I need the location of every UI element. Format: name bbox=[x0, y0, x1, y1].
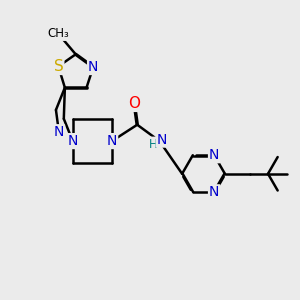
Text: CH₃: CH₃ bbox=[47, 27, 69, 40]
Text: N: N bbox=[54, 125, 64, 139]
Text: S: S bbox=[53, 59, 63, 74]
Text: N: N bbox=[209, 185, 219, 199]
Text: H: H bbox=[148, 138, 157, 151]
Text: N: N bbox=[88, 60, 98, 74]
Text: N: N bbox=[209, 148, 219, 162]
Text: N: N bbox=[107, 134, 117, 148]
Text: O: O bbox=[128, 96, 140, 111]
Text: N: N bbox=[157, 133, 167, 147]
Text: N: N bbox=[68, 134, 78, 148]
